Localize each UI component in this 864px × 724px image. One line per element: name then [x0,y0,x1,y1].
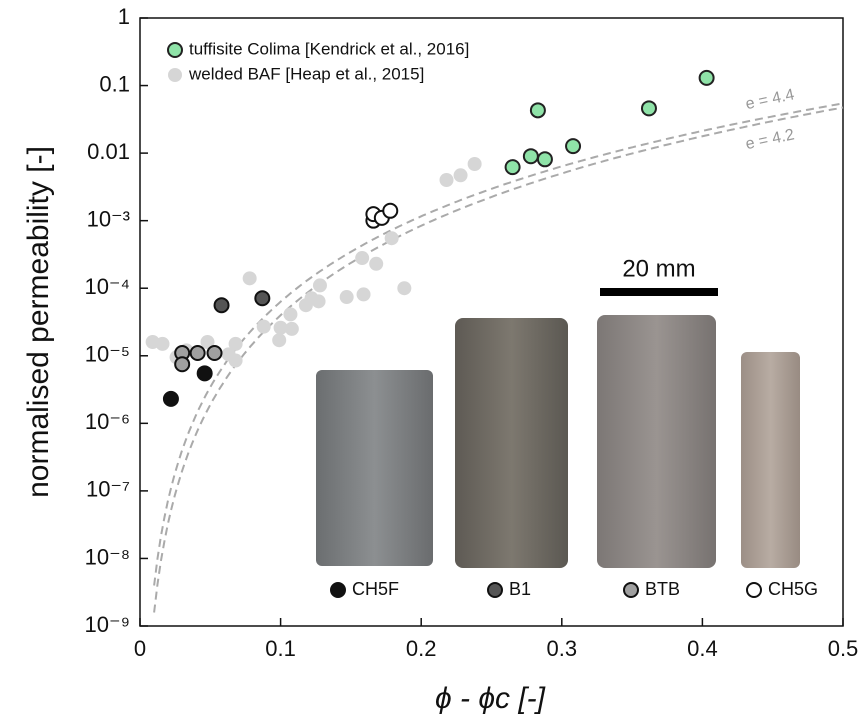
x-tick-label: 0.2 [406,636,437,661]
curve-label: e = 4.2 [744,126,796,153]
y-axis-title: normalised permeability [-] [22,146,55,498]
y-tick-label: 0.01 [87,139,130,164]
point [174,356,191,373]
legend-label: CH5G [768,579,818,599]
y-tick-label: 0.1 [99,71,130,96]
legend-marker [746,582,762,598]
y-tick-label: 10⁻⁸ [85,544,130,569]
core-photos [316,288,800,568]
plot-frame [139,17,844,627]
point [397,281,412,296]
point [355,251,370,266]
point [529,102,546,119]
x-tick-label: 0.1 [265,636,296,661]
y-tick-label: 1 [118,4,130,29]
legend-label: BTB [645,579,680,599]
legend-marker [487,582,503,598]
point [256,319,271,334]
point [254,290,271,307]
legend-label: CH5F [352,579,399,599]
legend-label: B1 [509,579,531,599]
y-tick-label: 10⁻⁵ [85,342,130,367]
y-tick-label: 10⁻⁴ [84,274,130,299]
x-tick-label: 0.4 [687,636,718,661]
point [640,100,657,117]
point [453,168,468,183]
point [467,156,482,171]
x-axis-title: ϕ - ϕc [-] [435,682,546,715]
y-tick-label: 10⁻⁹ [84,612,130,637]
legend-marker [623,582,639,598]
point [155,336,170,351]
scale-bar-label: 20 mm [622,255,695,282]
point [439,172,454,187]
point [284,321,299,336]
point [273,320,288,335]
point [189,344,206,361]
point [206,344,223,361]
x-tick-label: 0.5 [828,636,859,661]
legend-label: welded BAF [Heap et al., 2015] [188,64,424,83]
point [242,271,257,286]
core-photo [316,370,433,566]
point [283,307,298,322]
legend-marker [168,68,182,82]
point [228,353,243,368]
point [213,297,230,314]
point [311,294,326,309]
point [536,151,553,168]
core-photo [597,315,716,568]
point [356,287,371,302]
point [228,336,243,351]
curve-label: e = 4.4 [744,86,796,113]
point [384,231,399,246]
x-tick-label: 0.3 [547,636,578,661]
y-tick-label: 10⁻⁷ [86,477,130,502]
legend-marker [330,582,346,598]
point [312,278,327,293]
core-photo [455,318,568,568]
point [272,333,287,348]
point [200,334,215,349]
point [504,159,521,176]
legend-marker [167,42,183,58]
point [698,69,715,86]
point [522,148,539,165]
y-tick-label: 10⁻³ [87,206,130,231]
x-tick-label: 0 [134,636,146,661]
legend-label: tuffisite Colima [Kendrick et al., 2016] [189,39,469,58]
y-tick-label: 10⁻⁶ [85,409,130,434]
model-curve [153,102,844,586]
core-photo [741,352,800,568]
point [382,202,399,219]
point [565,138,582,155]
point [162,390,179,407]
point [196,365,213,382]
point [369,256,384,271]
point [339,290,354,305]
